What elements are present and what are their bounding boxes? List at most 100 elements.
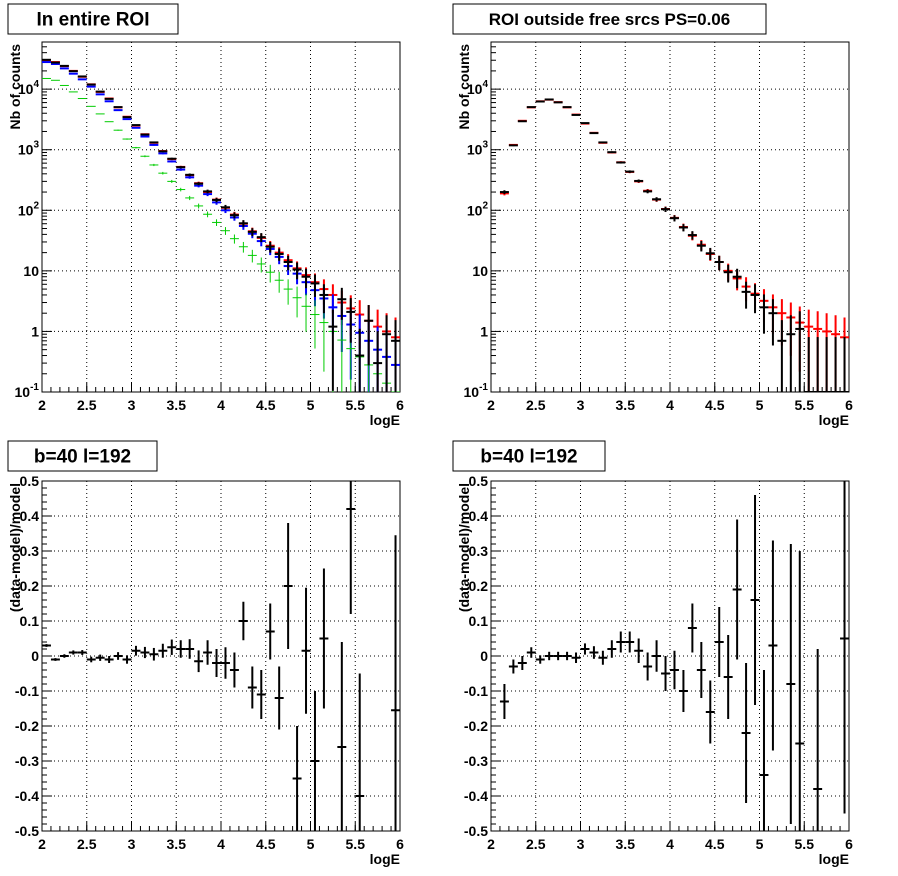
data-point	[382, 315, 392, 392]
y-tick-label-text: 1	[31, 323, 39, 339]
data-point	[777, 320, 787, 392]
y-axis-title: Nb of counts	[7, 44, 23, 130]
data-point	[203, 189, 213, 194]
data-point	[589, 646, 599, 659]
chart-panel-4: 2 2.5 3 3.5 4 4.5 5 5.5 6 -0.5 -0.4 -0.3 -0.2 -0.1 0 0.…	[452, 440, 853, 867]
plot-frame	[41, 480, 401, 832]
data-point	[840, 337, 849, 392]
data-point	[247, 249, 257, 263]
chart-title: In entire ROI	[37, 10, 150, 31]
data-point	[122, 138, 132, 140]
data-point	[813, 337, 823, 392]
plot-frame	[41, 41, 401, 393]
y-tick-label: 0	[480, 648, 488, 664]
data-point	[580, 122, 590, 125]
series-4	[42, 58, 400, 392]
series-1	[42, 481, 400, 831]
data-point	[337, 642, 347, 831]
data-point	[652, 197, 662, 202]
data-point	[212, 197, 221, 203]
data-point	[176, 168, 186, 171]
y-tick-label-text: 103	[467, 140, 489, 158]
data-point	[149, 163, 159, 167]
y-tick-label: 10	[472, 263, 488, 279]
data-point	[149, 647, 159, 661]
data-point	[328, 309, 338, 391]
y-tick-label: 103	[467, 140, 489, 158]
y-tick-label: 0.2	[469, 578, 489, 594]
data-point	[544, 651, 554, 661]
data-point	[732, 519, 742, 660]
y-axis-title: (data-model)/model	[456, 483, 472, 612]
data-point	[705, 247, 715, 261]
data-point	[723, 264, 733, 283]
data-point	[607, 640, 617, 658]
title-box	[452, 3, 767, 35]
data-point	[158, 150, 168, 153]
data-point	[759, 294, 769, 334]
data-point	[714, 607, 724, 677]
data-point	[194, 203, 204, 209]
chart-title: ROI outside free srcs PS=0.06	[489, 10, 730, 29]
data-point	[149, 143, 159, 146]
data-point	[203, 211, 213, 218]
data-point	[194, 650, 204, 673]
data-point	[238, 601, 248, 641]
y-tick-label: -0.1	[464, 683, 488, 699]
x-tick-label: 3	[128, 397, 136, 413]
x-tick-label: 3	[577, 836, 585, 852]
data-point	[301, 587, 311, 714]
data-point	[319, 284, 329, 314]
y-tick-label: -0.1	[15, 683, 39, 699]
y-tick-label: -0.2	[464, 718, 488, 734]
data-point	[598, 141, 608, 144]
data-point	[185, 175, 195, 179]
y-tick-label: 0.3	[20, 543, 40, 559]
data-point	[795, 551, 805, 831]
data-point	[696, 642, 706, 698]
y-tick-label: 104	[18, 79, 40, 97]
data-point	[562, 651, 572, 661]
data-point	[661, 206, 670, 212]
data-point	[131, 645, 141, 656]
data-point	[256, 233, 266, 242]
data-point	[274, 271, 284, 293]
data-point	[86, 656, 96, 663]
x-tick-label: 5.5	[795, 836, 815, 852]
data-point	[526, 647, 536, 658]
y-tick-label: 0.4	[469, 508, 489, 524]
title-box	[7, 440, 158, 472]
data-point	[238, 241, 248, 253]
x-tick-label: 2.5	[77, 836, 97, 852]
data-point	[310, 691, 320, 831]
y-tick-label: -0.4	[15, 788, 39, 804]
x-tick-label: 3	[128, 836, 136, 852]
data-point	[203, 640, 213, 665]
y-tick-label: 0	[31, 648, 39, 664]
data-series-group	[499, 98, 849, 392]
data-point	[337, 287, 347, 320]
data-point	[238, 220, 248, 227]
y-tick-label: -0.5	[464, 823, 488, 839]
data-point	[176, 187, 186, 192]
data-point	[589, 132, 599, 135]
data-point	[265, 241, 275, 253]
data-point	[391, 320, 400, 392]
data-point	[167, 157, 177, 160]
data-point	[131, 146, 141, 149]
y-tick-label: 0.3	[469, 543, 489, 559]
data-point	[598, 650, 608, 665]
data-point	[804, 337, 814, 392]
data-point	[104, 656, 114, 663]
x-tick-label: 3.5	[616, 397, 636, 413]
x-axis-title: logE	[819, 412, 849, 428]
y-tick-label: 102	[467, 200, 489, 218]
data-point	[355, 328, 365, 392]
data-point	[221, 204, 230, 210]
data-point	[292, 286, 302, 318]
x-tick-label: 5.5	[795, 397, 815, 413]
data-point	[571, 652, 581, 663]
x-tick-label: 4	[217, 397, 225, 413]
data-point	[768, 299, 778, 346]
